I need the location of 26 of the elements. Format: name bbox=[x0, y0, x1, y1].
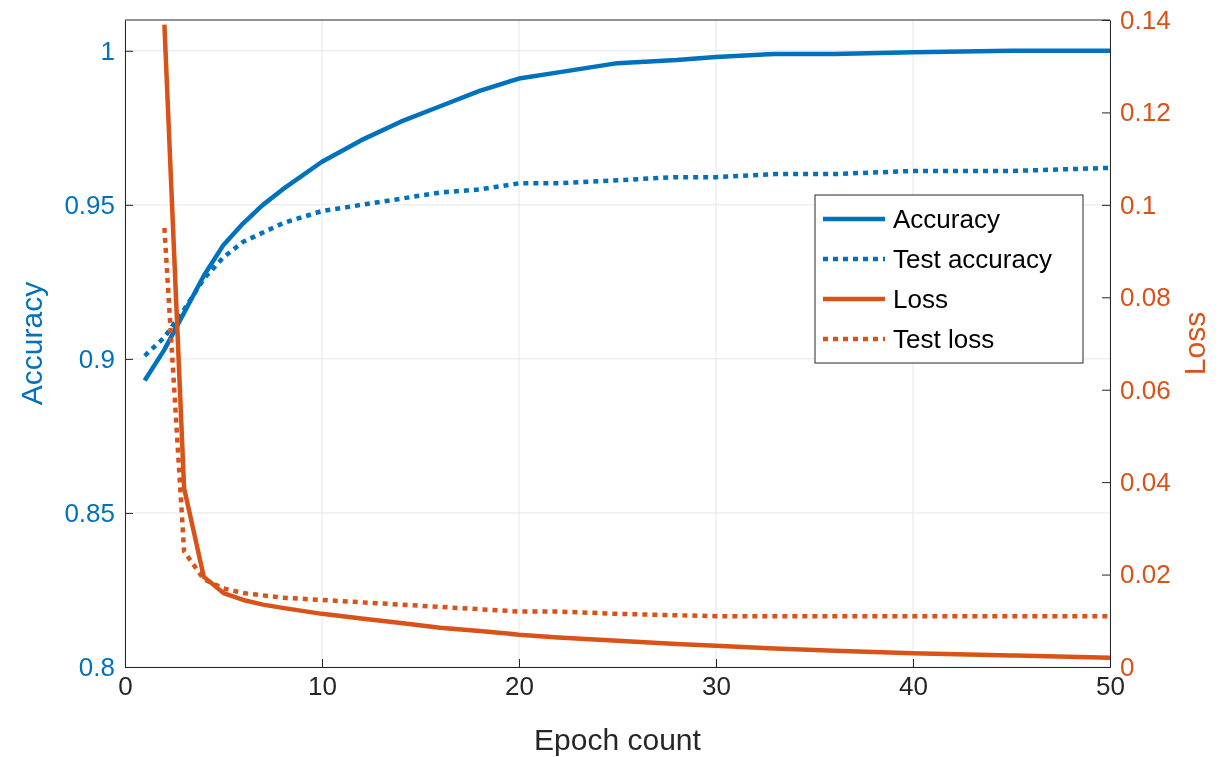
y-axis-title: Accuracy bbox=[15, 281, 48, 406]
y-tick-label: 0.85 bbox=[64, 497, 115, 528]
line-series bbox=[142, 48, 1110, 383]
x-tick-label: 40 bbox=[899, 671, 928, 702]
y2-tick-label: 0.14 bbox=[1120, 4, 1171, 35]
x-tick-label: 30 bbox=[702, 671, 731, 702]
x-tick-label: 20 bbox=[505, 671, 534, 702]
y-tick-label: 0.9 bbox=[78, 343, 115, 374]
x-tick-label: 0 bbox=[118, 671, 133, 702]
x-axis-title: Epoch count bbox=[534, 723, 702, 756]
y-tick-label: 0.8 bbox=[78, 651, 115, 682]
y2-tick-label: 0.02 bbox=[1120, 559, 1171, 590]
x-tick-label: 10 bbox=[308, 671, 337, 702]
legend-label: Test loss bbox=[893, 324, 995, 354]
y2-tick-label: 0.12 bbox=[1120, 97, 1171, 128]
legend-label: Accuracy bbox=[893, 204, 1000, 234]
y-tick-label: 1 bbox=[100, 35, 115, 66]
y2-tick-label: 0.06 bbox=[1120, 374, 1171, 405]
y-tick-label: 0.95 bbox=[64, 189, 115, 220]
line-series bbox=[162, 22, 1110, 661]
legend-label: Test accuracy bbox=[893, 244, 1052, 274]
y2-tick-label: 0.1 bbox=[1120, 189, 1157, 220]
y2-tick-label: 0.08 bbox=[1120, 282, 1171, 313]
y2-axis-title: Loss bbox=[1178, 311, 1211, 376]
legend-label: Loss bbox=[893, 284, 948, 314]
y2-tick-label: 0.04 bbox=[1120, 466, 1171, 497]
